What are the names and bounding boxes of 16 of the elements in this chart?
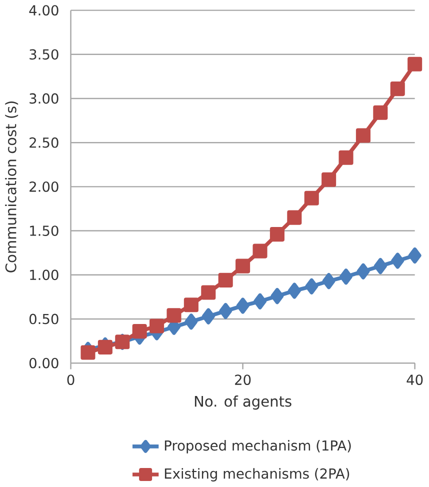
y-tick-label: 4.00 xyxy=(29,5,58,16)
legend-label: Existing mechanisms (2PA) xyxy=(165,468,350,482)
x-axis-title: No. of agents xyxy=(195,396,292,410)
x-tick-label: 40 xyxy=(406,374,423,386)
y-tick-label: 3.50 xyxy=(30,49,58,60)
y-tick-label: 2.50 xyxy=(30,137,58,148)
y-tick-label: 1.00 xyxy=(30,270,58,280)
y-tick-label: 1.50 xyxy=(30,226,58,236)
y-tick-label: 0.50 xyxy=(30,314,58,324)
x-tick-label: 0 xyxy=(67,374,74,386)
y-axis-title: Communication cost (s) xyxy=(5,101,18,272)
y-tick-label: 0.00 xyxy=(30,358,58,368)
y-tick-label: 3.00 xyxy=(30,93,58,104)
x-tick-label: 20 xyxy=(235,374,251,386)
legend-label: Proposed mechanism (1PA) xyxy=(165,440,351,454)
y-tick-label: 2.00 xyxy=(30,181,58,192)
